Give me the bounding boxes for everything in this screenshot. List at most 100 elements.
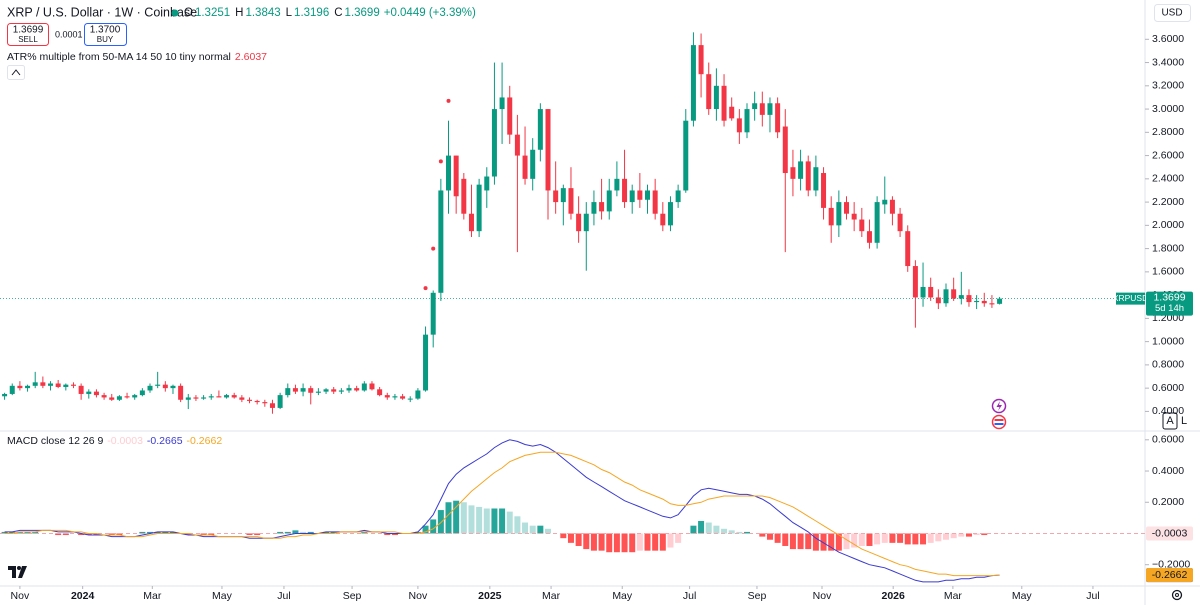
indicator-marker [446, 98, 451, 103]
sell-button[interactable]: 1.3699 SELL [7, 23, 49, 46]
buy-price[interactable]: 1.3700 [90, 25, 121, 36]
y-tick-label: 1.8000 [1152, 242, 1184, 254]
candle-body [729, 106, 735, 119]
candle-body [514, 134, 520, 156]
macd-histogram-bar [185, 533, 192, 536]
candle-body [40, 382, 46, 386]
y-tick-label: 1.0000 [1152, 335, 1184, 347]
y-tick-label: 0.6000 [1152, 382, 1184, 394]
candle-body [461, 178, 467, 214]
macd-histogram-bar [613, 533, 620, 553]
signal-tag-box [1146, 568, 1193, 583]
macd-histogram-bar [759, 533, 766, 537]
macd-histogram-bar [606, 533, 613, 553]
candle-body [25, 385, 31, 389]
macd-histogram-bar [927, 533, 934, 543]
buy-box[interactable] [84, 23, 127, 46]
macd-histogram-bar [246, 533, 253, 536]
macd-histogram-bar [973, 533, 980, 536]
macd-histogram-bar [675, 533, 682, 543]
macd-histogram-bar [843, 533, 850, 550]
x-tick-label: 2026 [882, 590, 906, 602]
macd-histogram-bar [881, 533, 888, 543]
macd-histogram-bar [644, 533, 651, 551]
macd-histogram-bar [744, 531, 751, 534]
alert-bolt[interactable] [996, 401, 1003, 411]
settings[interactable] [1171, 589, 1183, 601]
macd-histogram-bar [698, 520, 705, 534]
sell-box[interactable] [7, 23, 49, 46]
buy-button[interactable]: 1.3700 BUY [84, 23, 127, 46]
candle-body [208, 396, 214, 398]
macd-histogram-bar [499, 508, 506, 534]
candle-body [736, 118, 742, 133]
candle-body [928, 286, 934, 298]
candle-body [683, 120, 689, 191]
auto-scale[interactable]: A [1166, 415, 1174, 427]
alert-icon[interactable] [991, 398, 1007, 414]
event-icon[interactable] [991, 414, 1007, 430]
macd-histogram-bar [636, 533, 643, 551]
gear[interactable] [1171, 589, 1183, 601]
logo [8, 566, 27, 578]
histogram-tag-box [1146, 526, 1193, 541]
candle-body [943, 289, 949, 304]
currency[interactable]: USD [1161, 8, 1182, 19]
y-tick-label: 1.6000 [1152, 266, 1184, 278]
macd-y-tick-label: 0.2000 [1152, 496, 1184, 508]
flag-stripe[interactable] [994, 419, 1004, 421]
y-tick-label: 0.4000 [1152, 405, 1184, 417]
log-scale[interactable]: L [1181, 415, 1187, 427]
candle-body [86, 391, 92, 394]
gear-hub[interactable] [1175, 593, 1179, 597]
auto-scale-box[interactable] [1162, 412, 1178, 430]
macd-histogram-bar [866, 533, 873, 546]
macd-histogram-bar [529, 525, 536, 534]
macd-histogram-bar [812, 533, 819, 551]
candle-body [951, 289, 957, 299]
currency-button[interactable] [1154, 4, 1191, 22]
candle-body [193, 397, 199, 399]
macd-histogram-bar [85, 533, 92, 536]
candle-body [93, 391, 99, 396]
macd-histogram-bar [851, 533, 858, 548]
y-tick-label: 3.2000 [1152, 80, 1184, 92]
candle-body [300, 388, 306, 392]
candle-body [790, 167, 796, 179]
macd-histogram-bar [920, 533, 927, 545]
macd-histogram-bar [522, 522, 529, 534]
candle-body [935, 297, 941, 304]
candle-body [805, 161, 811, 191]
macd-histogram-bar [774, 533, 781, 543]
event-circle[interactable] [991, 414, 1007, 430]
candle-body [583, 213, 589, 232]
candle-body [484, 176, 490, 191]
candle-body [338, 390, 344, 392]
candle-body [224, 395, 230, 398]
candle-body [55, 383, 61, 387]
flag-stripe[interactable] [994, 423, 1004, 425]
collapse-icon[interactable] [11, 69, 21, 76]
macd-histogram-bar [629, 533, 636, 553]
candle-body [377, 389, 383, 396]
countdown: 5d 14h [1155, 303, 1184, 314]
candle-body [277, 395, 283, 408]
macd-histogram-bar [958, 533, 965, 537]
candle-body [2, 393, 8, 397]
sell-price[interactable]: 1.3699 [13, 25, 44, 36]
candle-body [706, 74, 712, 110]
candle-body [568, 188, 574, 214]
sell-label[interactable]: SELL [18, 35, 38, 44]
buy-label[interactable]: BUY [97, 35, 114, 44]
candle-body [269, 403, 275, 408]
candle-body [614, 178, 620, 191]
macd-histogram-bar [659, 533, 666, 551]
candle-body [415, 390, 421, 399]
macd-histogram-bar [453, 500, 460, 534]
candle-body [545, 109, 551, 191]
candle-body [606, 190, 612, 212]
candle-body [522, 155, 528, 179]
candle-body [981, 300, 987, 304]
collapse-button[interactable] [7, 65, 25, 80]
